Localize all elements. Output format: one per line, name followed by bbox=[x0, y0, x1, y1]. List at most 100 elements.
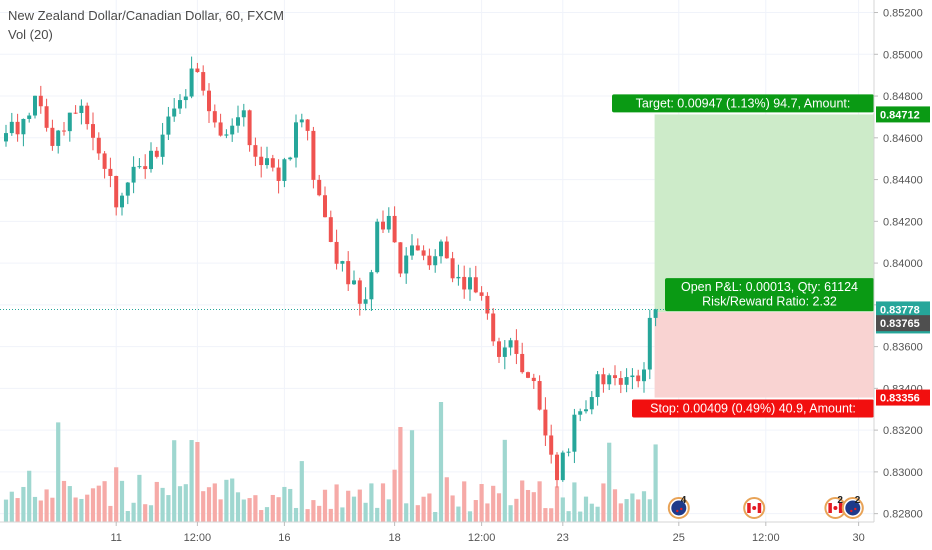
candle[interactable] bbox=[259, 146, 264, 178]
candle[interactable] bbox=[352, 270, 356, 286]
candle[interactable] bbox=[508, 337, 513, 356]
candle[interactable] bbox=[502, 340, 507, 370]
candle[interactable] bbox=[531, 373, 536, 390]
candle[interactable] bbox=[526, 371, 530, 379]
candle[interactable] bbox=[566, 448, 571, 457]
canada-flag-icon[interactable]: 2 bbox=[824, 495, 847, 519]
candle[interactable] bbox=[276, 159, 281, 194]
candle[interactable] bbox=[421, 245, 426, 261]
candle[interactable] bbox=[497, 337, 501, 364]
candle[interactable] bbox=[149, 142, 153, 173]
candle[interactable] bbox=[555, 452, 559, 488]
candle[interactable] bbox=[67, 112, 72, 142]
candle[interactable] bbox=[456, 264, 461, 286]
candle[interactable] bbox=[178, 94, 182, 115]
candle[interactable] bbox=[305, 119, 310, 141]
candle[interactable] bbox=[247, 109, 252, 152]
candle[interactable] bbox=[50, 119, 55, 151]
candle[interactable] bbox=[15, 113, 20, 142]
candle[interactable] bbox=[21, 118, 26, 147]
new-zealand-flag-icon[interactable]: 2 bbox=[841, 495, 864, 519]
stop-zone[interactable] bbox=[654, 312, 874, 398]
candle[interactable] bbox=[160, 122, 165, 165]
candle[interactable] bbox=[444, 236, 449, 259]
candle[interactable] bbox=[323, 186, 327, 218]
candle[interactable] bbox=[584, 400, 588, 414]
candle[interactable] bbox=[613, 365, 617, 386]
candle[interactable] bbox=[166, 106, 171, 141]
candle[interactable] bbox=[537, 375, 542, 411]
candle[interactable] bbox=[415, 238, 420, 251]
candle[interactable] bbox=[363, 287, 368, 311]
candle[interactable] bbox=[357, 277, 362, 316]
candle[interactable] bbox=[96, 132, 101, 160]
candle[interactable] bbox=[578, 408, 583, 422]
candle[interactable] bbox=[410, 234, 414, 260]
candle[interactable] bbox=[642, 362, 646, 393]
candle[interactable] bbox=[38, 85, 43, 114]
candle[interactable] bbox=[288, 156, 293, 161]
candle[interactable] bbox=[195, 62, 200, 73]
canada-flag-icon[interactable] bbox=[743, 497, 766, 519]
candle[interactable] bbox=[491, 308, 496, 346]
candle[interactable] bbox=[253, 137, 258, 167]
candle[interactable] bbox=[212, 104, 217, 128]
candle[interactable] bbox=[33, 95, 37, 119]
candle[interactable] bbox=[27, 112, 32, 123]
candle[interactable] bbox=[4, 124, 8, 147]
candle[interactable] bbox=[154, 146, 159, 159]
candle[interactable] bbox=[62, 122, 66, 136]
pnl-label[interactable]: Open P&L: 0.00013, Qty: 61124Risk/Reward… bbox=[665, 278, 874, 312]
candle[interactable] bbox=[131, 156, 136, 194]
candle[interactable] bbox=[189, 56, 194, 99]
candle[interactable] bbox=[404, 247, 409, 284]
candle[interactable] bbox=[572, 408, 577, 464]
candle[interactable] bbox=[56, 129, 61, 154]
candle[interactable] bbox=[282, 157, 287, 188]
candle[interactable] bbox=[224, 129, 229, 139]
candle[interactable] bbox=[607, 373, 612, 391]
candle[interactable] bbox=[85, 102, 90, 130]
candle[interactable] bbox=[241, 103, 246, 127]
candle[interactable] bbox=[520, 342, 525, 374]
candle[interactable] bbox=[317, 174, 322, 197]
candle[interactable] bbox=[137, 158, 142, 169]
candle[interactable] bbox=[589, 391, 594, 415]
candle[interactable] bbox=[346, 251, 351, 292]
candle[interactable] bbox=[468, 267, 472, 301]
candle[interactable] bbox=[618, 371, 623, 394]
candle[interactable] bbox=[201, 65, 206, 96]
candle[interactable] bbox=[79, 99, 84, 125]
candle[interactable] bbox=[294, 114, 298, 168]
candle[interactable] bbox=[462, 265, 467, 299]
stop-label[interactable]: Stop: 0.00409 (0.49%) 40.9, Amount: bbox=[632, 399, 874, 418]
target-label[interactable]: Target: 0.00947 (1.13%) 94.7, Amount: bbox=[612, 94, 874, 113]
candle[interactable] bbox=[334, 229, 339, 270]
candle[interactable] bbox=[114, 175, 119, 216]
candle[interactable] bbox=[143, 154, 148, 179]
candle[interactable] bbox=[369, 269, 374, 311]
candle[interactable] bbox=[485, 292, 490, 320]
candle[interactable] bbox=[311, 126, 316, 189]
candle[interactable] bbox=[543, 397, 548, 446]
candle[interactable] bbox=[230, 118, 235, 142]
candle[interactable] bbox=[473, 265, 478, 294]
candle[interactable] bbox=[172, 98, 177, 122]
candle[interactable] bbox=[439, 239, 443, 264]
candle[interactable] bbox=[624, 368, 629, 393]
candle[interactable] bbox=[630, 368, 635, 390]
candle[interactable] bbox=[560, 450, 565, 482]
candle[interactable] bbox=[73, 105, 78, 115]
candle[interactable] bbox=[9, 112, 14, 136]
candle[interactable] bbox=[125, 181, 130, 205]
candle[interactable] bbox=[427, 248, 432, 270]
candle[interactable] bbox=[183, 89, 188, 109]
candle[interactable] bbox=[299, 113, 304, 128]
candle[interactable] bbox=[595, 370, 600, 406]
candle[interactable] bbox=[328, 210, 333, 243]
candle[interactable] bbox=[398, 242, 403, 278]
candle[interactable] bbox=[102, 151, 107, 179]
candle[interactable] bbox=[218, 113, 223, 137]
candle[interactable] bbox=[433, 249, 438, 273]
